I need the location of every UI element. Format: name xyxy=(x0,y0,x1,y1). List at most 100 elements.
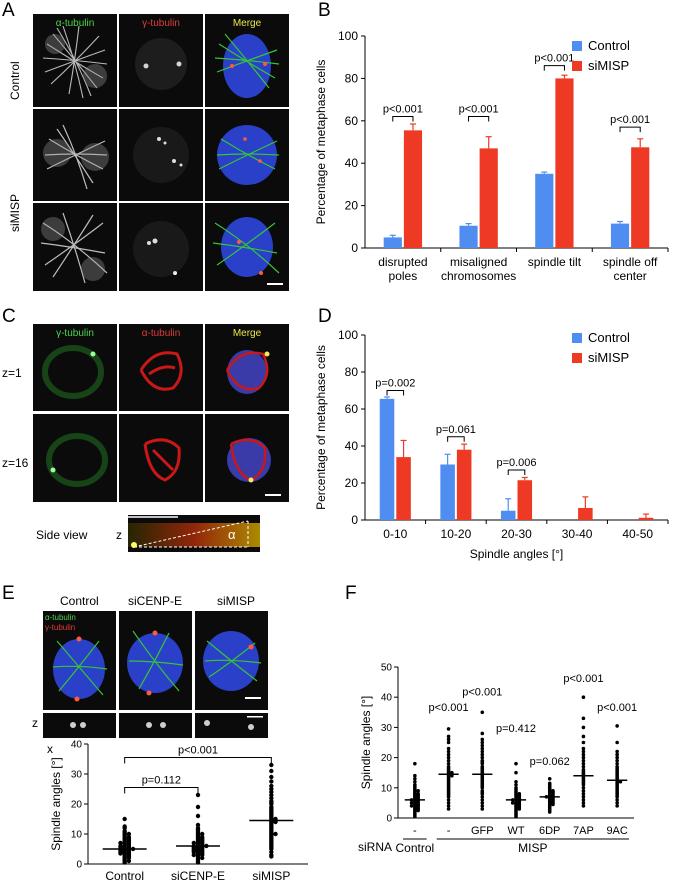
y-tick-label: 30 xyxy=(381,723,393,734)
y-axis-label: Spindle angles [°] xyxy=(49,757,63,851)
data-point xyxy=(581,716,586,721)
data-point xyxy=(446,755,451,760)
group-label: MISP xyxy=(518,841,547,855)
data-point xyxy=(480,801,485,805)
p-value-label: p<0.001 xyxy=(383,104,423,116)
data-point xyxy=(480,710,485,715)
data-point xyxy=(480,804,485,808)
y-tick-label: 30 xyxy=(71,770,83,781)
data-point xyxy=(446,801,451,805)
data-point xyxy=(581,798,586,802)
side-view-graphic xyxy=(70,722,86,728)
side-view-label: Side view xyxy=(36,528,88,542)
data-point xyxy=(581,734,586,739)
data-point xyxy=(581,804,586,808)
bar-simisp xyxy=(403,130,423,248)
micrograph-a-simisp2-alpha xyxy=(33,203,117,291)
data-point xyxy=(480,746,485,751)
y-tick-label: 80 xyxy=(345,365,359,379)
data-point xyxy=(615,740,619,745)
x-tick-label: 30-40 xyxy=(562,527,593,541)
x-tick-label: 0-10 xyxy=(383,527,407,541)
data-point xyxy=(615,724,619,728)
data-point xyxy=(195,813,201,819)
micrograph-e-control: α-tubulin γ-tubulin xyxy=(43,611,116,710)
data-point xyxy=(416,808,420,813)
p-value-label: p<0.001 xyxy=(462,687,502,699)
data-point xyxy=(581,786,586,790)
data-point xyxy=(413,814,417,819)
chart-f: Spindle angles [°] 0 10 20 30 40 50 - - GFP WT 6DP 7… xyxy=(358,663,637,856)
data-point xyxy=(581,795,586,799)
e-x-label: x xyxy=(47,742,53,756)
y-tick-label: 10 xyxy=(381,783,393,794)
x-tick-label: WT xyxy=(507,825,524,837)
micrograph-c-z1-gamma: γ-tubulin xyxy=(33,324,117,411)
data-point xyxy=(581,782,586,787)
y-tick-label: 40 xyxy=(345,439,359,453)
y-axis-label: Percentage of metaphase cells xyxy=(314,60,328,225)
micrograph-c-z16-merge xyxy=(205,414,289,502)
column-label-gamma-tubulin: γ-tubulin xyxy=(142,18,180,29)
data-point xyxy=(269,774,274,780)
panel-label-c: C xyxy=(2,306,16,327)
p-value-label: p=0.002 xyxy=(375,378,415,390)
data-point xyxy=(581,752,586,757)
data-point xyxy=(581,758,586,763)
data-point xyxy=(446,740,451,745)
y-tick-label: 60 xyxy=(345,114,359,128)
data-point xyxy=(480,786,485,790)
y-tick-label: 40 xyxy=(71,740,83,751)
y-axis-label: Spindle angles [°] xyxy=(359,696,373,790)
significance-bracket xyxy=(619,126,641,133)
cell-image xyxy=(214,33,280,98)
data-point xyxy=(413,761,417,766)
column-label-alpha-tubulin: α-tubulin xyxy=(55,18,95,29)
micrograph-c-z1-alpha: α-tubulin xyxy=(119,324,203,411)
data-point xyxy=(480,755,485,760)
cell-image xyxy=(133,221,189,277)
data-point xyxy=(581,761,586,766)
legend-label-control: Control xyxy=(588,330,630,345)
cell-image xyxy=(43,124,109,190)
y-tick-label: 0 xyxy=(386,814,392,825)
column-label-control: Control xyxy=(60,594,99,608)
micrograph-a-simisp1-gamma xyxy=(119,109,203,201)
data-point xyxy=(269,779,274,784)
data-point xyxy=(514,814,518,819)
p-value-label: p<0.001 xyxy=(429,702,469,714)
panel-label-f: F xyxy=(345,583,357,604)
significance-bracket xyxy=(124,757,272,764)
y-tick-label: 20 xyxy=(71,800,83,811)
data-point xyxy=(514,782,518,787)
data-point xyxy=(446,804,451,808)
bar-control xyxy=(459,225,478,248)
cell-image xyxy=(203,631,262,699)
y-tick-label: 20 xyxy=(381,753,393,764)
x-tick-label: 40-50 xyxy=(622,527,653,541)
data-point xyxy=(480,740,485,745)
data-point xyxy=(446,727,451,731)
y-tick-label: 80 xyxy=(345,71,359,85)
panel-label-a: A xyxy=(2,0,15,21)
bar-simisp xyxy=(396,457,411,520)
cell-image xyxy=(225,350,270,394)
data-point xyxy=(581,746,586,751)
data-point xyxy=(581,801,586,805)
data-point xyxy=(480,795,485,799)
x-tick-label: chromosomes xyxy=(441,269,516,283)
e-z-label: z xyxy=(32,716,38,730)
y-tick-label: 20 xyxy=(345,199,359,213)
y-tick-label: 0 xyxy=(351,241,358,255)
side-view-graphic xyxy=(204,716,263,730)
data-point xyxy=(446,737,451,742)
data-point xyxy=(514,779,518,784)
data-point xyxy=(446,734,451,739)
y-tick-label: 40 xyxy=(381,693,393,704)
data-point xyxy=(446,761,451,766)
y-tick-label: 40 xyxy=(345,156,359,170)
side-view-e-control xyxy=(43,713,116,738)
column-label-merge: Merge xyxy=(232,18,262,29)
data-point xyxy=(195,792,201,798)
p-value-label: p=0.061 xyxy=(436,424,476,436)
